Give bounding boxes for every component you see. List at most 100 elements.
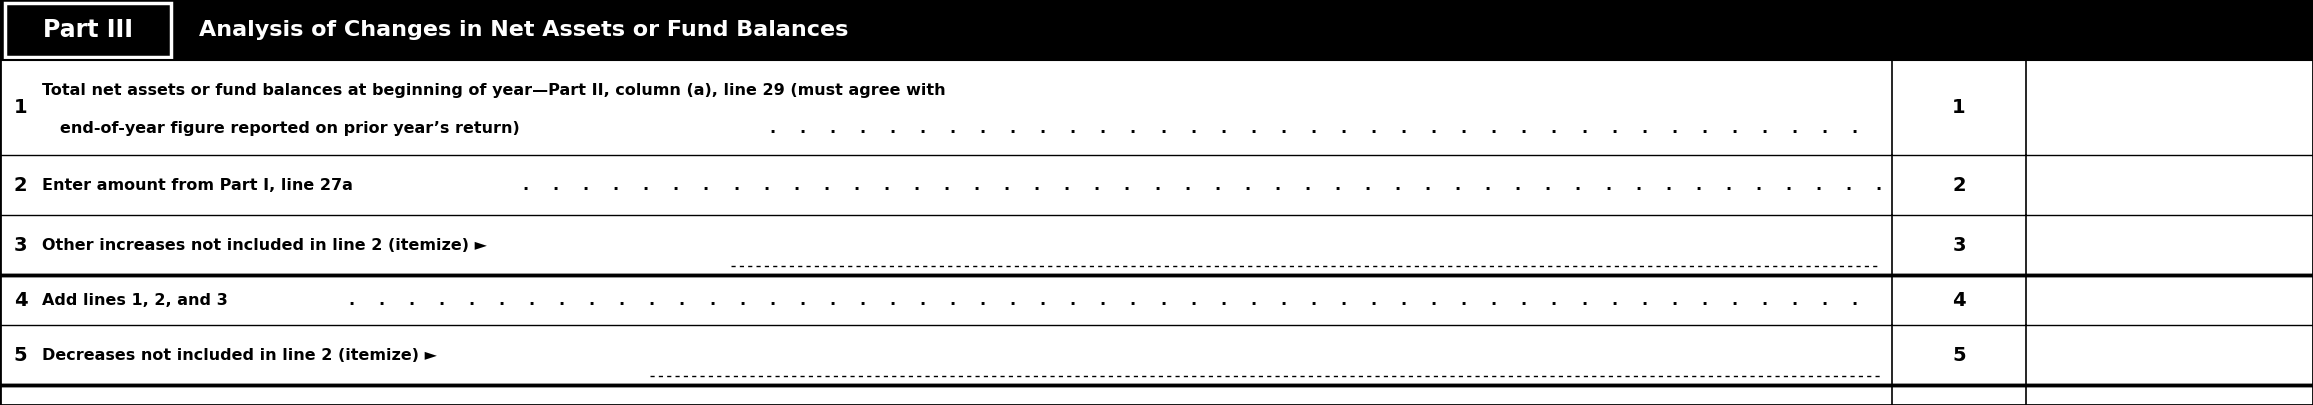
Text: .: . xyxy=(1339,121,1346,136)
Text: .: . xyxy=(1756,177,1763,193)
Text: .: . xyxy=(1490,292,1497,308)
Text: .: . xyxy=(944,177,951,193)
Text: .: . xyxy=(978,292,985,308)
Text: .: . xyxy=(1008,121,1015,136)
Text: .: . xyxy=(708,292,715,308)
Text: .: . xyxy=(703,177,710,193)
Text: .: . xyxy=(618,292,625,308)
Text: .: . xyxy=(1189,292,1196,308)
Text: .: . xyxy=(1605,177,1612,193)
Text: .: . xyxy=(1550,292,1557,308)
Text: .: . xyxy=(1515,177,1522,193)
Text: .: . xyxy=(1429,292,1436,308)
Text: .: . xyxy=(1249,292,1256,308)
Text: .: . xyxy=(1039,292,1045,308)
Text: .: . xyxy=(1455,177,1462,193)
Text: Enter amount from Part I, line 27a: Enter amount from Part I, line 27a xyxy=(42,177,352,193)
Text: .: . xyxy=(1760,121,1767,136)
Text: .: . xyxy=(1876,177,1883,193)
Text: .: . xyxy=(1429,121,1436,136)
Text: .: . xyxy=(1425,177,1432,193)
Text: .: . xyxy=(1520,292,1527,308)
Text: .: . xyxy=(1154,177,1161,193)
Text: .: . xyxy=(1670,121,1677,136)
Text: 2: 2 xyxy=(1952,176,1966,194)
Text: .: . xyxy=(858,292,865,308)
Text: 5: 5 xyxy=(1952,346,1966,364)
Text: .: . xyxy=(1670,292,1677,308)
Bar xyxy=(0,0,2313,60)
Text: .: . xyxy=(1335,177,1342,193)
Text: .: . xyxy=(978,121,985,136)
Text: .: . xyxy=(678,292,685,308)
Text: .: . xyxy=(1460,121,1466,136)
Text: .: . xyxy=(347,292,354,308)
Text: .: . xyxy=(1129,121,1136,136)
Text: .: . xyxy=(1399,292,1406,308)
Text: .: . xyxy=(1580,292,1587,308)
Bar xyxy=(5,3,171,57)
Text: .: . xyxy=(1064,177,1071,193)
Text: .: . xyxy=(1695,177,1702,193)
Text: .: . xyxy=(1820,121,1827,136)
Text: .: . xyxy=(1369,121,1376,136)
Text: .: . xyxy=(1485,177,1492,193)
Text: .: . xyxy=(1279,292,1286,308)
Text: .: . xyxy=(1244,177,1251,193)
Text: .: . xyxy=(1610,292,1617,308)
Text: .: . xyxy=(1339,292,1346,308)
Text: .: . xyxy=(1760,292,1767,308)
Text: .: . xyxy=(1159,121,1166,136)
Text: .: . xyxy=(1635,177,1642,193)
Text: .: . xyxy=(1129,292,1136,308)
Text: .: . xyxy=(588,292,594,308)
Text: .: . xyxy=(888,121,895,136)
Text: .: . xyxy=(407,292,414,308)
Text: .: . xyxy=(738,292,745,308)
Text: .: . xyxy=(1274,177,1281,193)
Text: .: . xyxy=(467,292,474,308)
Text: .: . xyxy=(914,177,921,193)
Text: 3: 3 xyxy=(14,236,28,254)
Text: .: . xyxy=(1790,292,1797,308)
Text: Total net assets or fund balances at beginning of year—Part II, column (a), line: Total net assets or fund balances at beg… xyxy=(42,83,946,98)
Text: .: . xyxy=(793,177,800,193)
Text: .: . xyxy=(1365,177,1372,193)
Text: .: . xyxy=(1490,121,1497,136)
Text: .: . xyxy=(1700,292,1707,308)
Text: .: . xyxy=(1369,292,1376,308)
Text: .: . xyxy=(828,121,835,136)
Text: .: . xyxy=(888,292,895,308)
Text: Decreases not included in line 2 (itemize) ►: Decreases not included in line 2 (itemiz… xyxy=(42,347,437,363)
Text: .: . xyxy=(974,177,981,193)
Text: .: . xyxy=(1099,292,1106,308)
Text: .: . xyxy=(1786,177,1793,193)
Text: 5: 5 xyxy=(14,346,28,364)
Text: Part III: Part III xyxy=(44,18,132,42)
Text: .: . xyxy=(828,292,835,308)
Text: .: . xyxy=(1159,292,1166,308)
Text: .: . xyxy=(733,177,740,193)
Text: Add lines 1, 2, and 3: Add lines 1, 2, and 3 xyxy=(42,292,227,308)
Text: .: . xyxy=(1575,177,1582,193)
Text: Analysis of Changes in Net Assets or Fund Balances: Analysis of Changes in Net Assets or Fun… xyxy=(199,20,849,40)
Text: .: . xyxy=(1700,121,1707,136)
Text: .: . xyxy=(583,177,590,193)
Text: .: . xyxy=(1545,177,1552,193)
Text: .: . xyxy=(1520,121,1527,136)
Text: .: . xyxy=(1249,121,1256,136)
Text: .: . xyxy=(1034,177,1041,193)
Text: .: . xyxy=(1309,292,1316,308)
Text: .: . xyxy=(768,292,775,308)
Text: .: . xyxy=(1730,121,1737,136)
Text: .: . xyxy=(1640,292,1647,308)
Text: .: . xyxy=(1219,121,1226,136)
Text: .: . xyxy=(1069,121,1076,136)
Text: .: . xyxy=(1790,121,1797,136)
Text: .: . xyxy=(948,121,955,136)
Text: .: . xyxy=(613,177,620,193)
Text: .: . xyxy=(1816,177,1823,193)
Text: .: . xyxy=(1039,121,1045,136)
Text: .: . xyxy=(648,292,655,308)
Text: .: . xyxy=(1219,292,1226,308)
